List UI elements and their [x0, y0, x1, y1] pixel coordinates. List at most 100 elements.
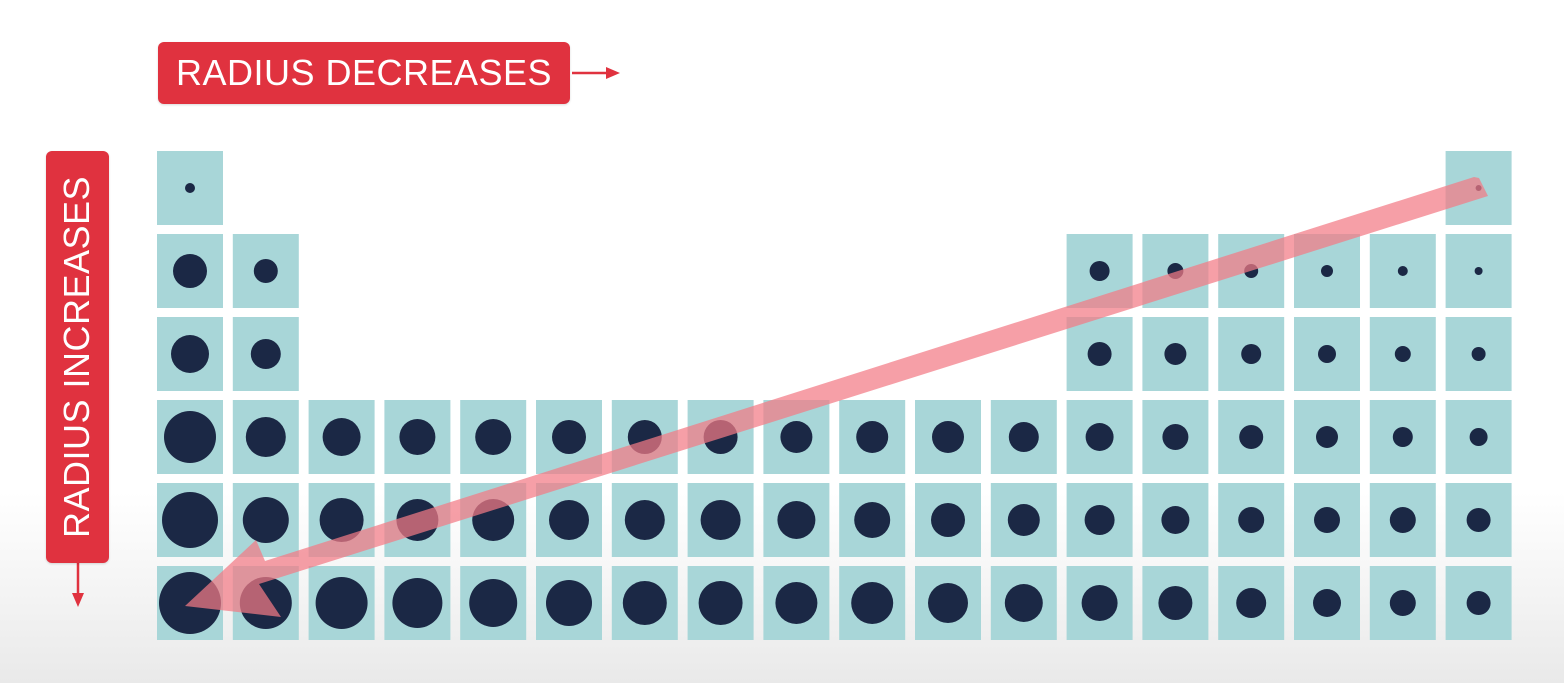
element-cell-box	[1066, 483, 1133, 557]
element-cell-box	[157, 566, 223, 640]
atom-radius-circle	[1475, 185, 1482, 191]
atom-radius-circle	[627, 420, 662, 454]
atom-radius-circle	[1089, 261, 1110, 281]
element-cell	[1369, 566, 1436, 640]
atom-radius-circle	[1313, 589, 1341, 617]
element-cell	[1445, 151, 1512, 225]
element-cell	[157, 234, 223, 308]
element-cell-box	[763, 483, 830, 557]
element-cell-box	[232, 566, 299, 640]
element-cell-box	[1445, 566, 1512, 640]
element-cell-box	[157, 483, 223, 557]
element-cell	[460, 566, 527, 640]
atom-radius-circle	[1081, 585, 1118, 621]
element-cell-box	[687, 566, 754, 640]
atom-radius-circle	[622, 581, 667, 625]
element-cell	[915, 400, 981, 474]
element-cell	[308, 483, 375, 557]
atom-radius-circle	[1164, 343, 1187, 365]
element-cell	[1369, 317, 1436, 391]
element-cell-box	[157, 317, 223, 391]
element-cell	[157, 566, 223, 640]
element-cell	[460, 400, 527, 474]
vertical-direction-arrow	[72, 563, 84, 607]
element-cell	[1369, 483, 1436, 557]
element-cell	[1445, 400, 1512, 474]
atom-radius-circle	[1085, 423, 1114, 451]
element-cell	[1066, 317, 1133, 391]
radius-decreases-label: RADIUS DECREASES	[158, 42, 570, 104]
atom-radius-circle	[1321, 265, 1333, 277]
atom-radius-circle	[775, 582, 818, 624]
element-cell-box	[763, 400, 830, 474]
atom-radius-circle	[1389, 590, 1416, 616]
element-cell	[915, 483, 981, 557]
atom-radius-circle	[173, 254, 207, 288]
atom-radius-circle	[315, 577, 368, 629]
element-cell-box	[839, 483, 906, 557]
element-cell	[1066, 566, 1133, 640]
atom-radius-circle	[1008, 422, 1039, 452]
atom-radius-circle	[1394, 346, 1411, 362]
element-cell	[1445, 234, 1512, 308]
element-cell-box	[1066, 317, 1133, 391]
element-cell-box	[1142, 400, 1209, 474]
element-cell-box	[1294, 566, 1360, 640]
atom-radius-circle	[780, 421, 813, 453]
element-cell	[232, 566, 299, 640]
atom-radius-circle	[396, 499, 439, 541]
element-cell-box	[384, 400, 451, 474]
atom-radius-circle	[1161, 506, 1190, 534]
element-cell-box	[1142, 566, 1209, 640]
element-cell-box	[1294, 317, 1360, 391]
atom-radius-circle	[475, 419, 512, 455]
atom-radius-circle	[1389, 507, 1416, 533]
element-cell-box	[1294, 483, 1360, 557]
element-cell-box	[1445, 317, 1512, 391]
element-cell-box	[687, 483, 754, 557]
element-cell-box	[308, 400, 375, 474]
atom-radius-circle	[1318, 345, 1336, 363]
element-cell	[763, 400, 830, 474]
atom-radius-circle	[1158, 586, 1193, 620]
atom-radius-circle	[1241, 344, 1262, 364]
atom-radius-circle	[1469, 428, 1488, 446]
trend-arrow	[185, 177, 1488, 617]
element-cell-box	[1066, 400, 1133, 474]
element-cell-box	[1369, 317, 1436, 391]
element-cell	[839, 483, 906, 557]
element-cell	[157, 483, 223, 557]
atom-radius-circle	[1004, 584, 1043, 622]
element-cell-box	[232, 234, 299, 308]
element-cell-box	[915, 483, 981, 557]
element-cell	[1369, 400, 1436, 474]
element-cell-box	[1369, 400, 1436, 474]
element-cell	[1142, 317, 1209, 391]
element-cell	[1142, 566, 1209, 640]
element-cell	[1294, 400, 1360, 474]
element-cell	[1066, 234, 1133, 308]
element-cell	[157, 317, 223, 391]
element-cell-box	[1142, 234, 1209, 308]
radius-decreases-text: RADIUS DECREASES	[175, 52, 553, 93]
atom-radius-circle	[1397, 266, 1408, 276]
element-cell-box	[1142, 483, 1209, 557]
element-cell	[536, 483, 602, 557]
element-cell	[763, 566, 830, 640]
atom-radius-circle	[1239, 425, 1264, 449]
element-cell-box	[1218, 400, 1285, 474]
element-cell-box	[1369, 566, 1436, 640]
atom-radius-circle	[159, 572, 221, 634]
element-cell-box	[157, 151, 223, 225]
element-cell	[536, 566, 602, 640]
element-cell	[763, 483, 830, 557]
atom-radius-circle	[854, 502, 891, 538]
atom-radius-circle	[928, 583, 968, 623]
atom-radius-circle	[777, 501, 816, 539]
element-cell	[687, 400, 754, 474]
element-cell-box	[1218, 317, 1285, 391]
element-cell	[232, 483, 299, 557]
atom-radius-circle	[1236, 588, 1267, 618]
element-cell-box	[611, 400, 678, 474]
atom-radius-circle	[1314, 507, 1340, 533]
